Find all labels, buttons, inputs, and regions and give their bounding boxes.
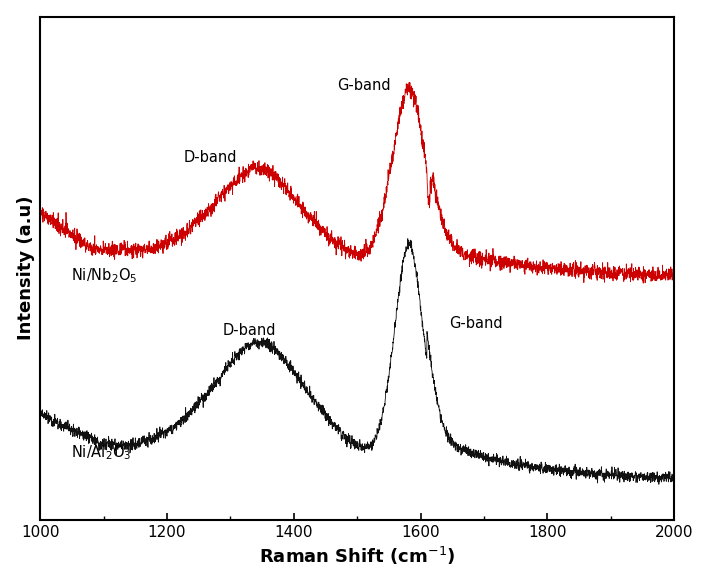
- Text: D-band: D-band: [223, 323, 276, 338]
- Text: D-band: D-band: [183, 150, 237, 165]
- Text: Ni/Nb$_2$O$_5$: Ni/Nb$_2$O$_5$: [71, 266, 137, 285]
- X-axis label: Raman Shift (cm$^{-1}$): Raman Shift (cm$^{-1}$): [259, 545, 455, 567]
- Text: G-band: G-band: [337, 78, 390, 93]
- Text: Ni/Al$_2$O$_3$: Ni/Al$_2$O$_3$: [71, 443, 131, 462]
- Text: G-band: G-band: [449, 316, 503, 331]
- Y-axis label: Intensity (a.u): Intensity (a.u): [16, 196, 35, 340]
